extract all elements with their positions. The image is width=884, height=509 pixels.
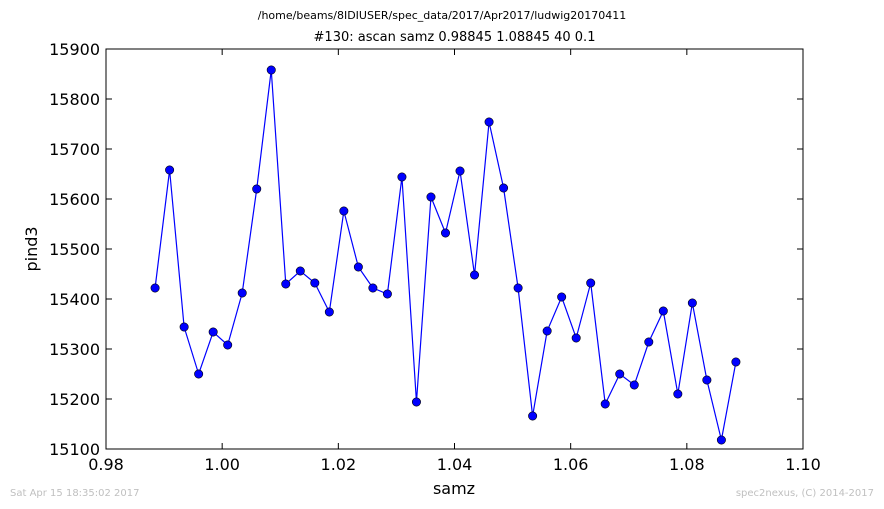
data-point [716,435,726,445]
x-axis-ticks: 0.98 1.00 1.02 1.04 1.06 1.08 1.10 [88,49,821,474]
credit-text: spec2nexus, (C) 2014-2017 [735,488,874,499]
data-point [339,206,349,216]
x-tick-label: 0.98 [88,455,124,474]
data-point [513,283,523,293]
data-point [586,278,596,288]
y-tick-label: 15400 [49,290,100,309]
data-point [528,411,538,421]
data-points [150,65,741,445]
y-tick-label: 15700 [49,140,100,159]
chart-title: #130: ascan samz 0.98845 1.08845 40 0.1 [313,30,596,45]
data-point [731,357,741,367]
y-tick-label: 15500 [49,240,100,259]
data-point [223,340,233,350]
data-point [179,322,189,332]
timestamp: Sat Apr 15 18:35:02 2017 [10,488,140,499]
data-point [194,369,204,379]
data-point [252,184,262,194]
data-point [266,65,276,75]
file-path-title: /home/beams/8IDIUSER/spec_data/2017/Apr2… [257,9,627,22]
y-tick-label: 15600 [49,190,100,209]
data-point [324,307,334,317]
x-tick-label: 1.08 [669,455,705,474]
plot-frame [105,48,804,450]
y-tick-label: 15100 [49,440,100,459]
y-tick-label: 15800 [49,90,100,109]
data-point [542,326,552,336]
y-axis-label: pind3 [22,226,41,271]
data-point [644,337,654,347]
data-point [208,327,218,337]
data-point [499,183,509,193]
data-point [368,283,378,293]
x-tick-label: 1.00 [204,455,240,474]
y-tick-label: 15300 [49,340,100,359]
data-point [295,266,305,276]
x-tick-label: 1.02 [321,455,357,474]
data-point [600,399,610,409]
data-point [687,298,697,308]
data-point [557,292,567,302]
y-tick-label: 15200 [49,390,100,409]
x-tick-label: 1.10 [785,455,821,474]
data-point [281,279,291,289]
data-point [455,166,465,176]
data-point [615,369,625,379]
data-point [673,389,683,399]
data-point [353,262,363,272]
data-point [411,397,421,407]
data-point [440,228,450,238]
x-axis-label: samz [433,479,475,498]
data-point [237,288,247,298]
data-point [426,192,436,202]
x-tick-label: 1.04 [437,455,473,474]
data-point [571,333,581,343]
data-point [165,165,175,175]
data-point [484,117,494,127]
x-tick-label: 1.06 [553,455,589,474]
data-point [629,380,639,390]
series-line [154,69,737,441]
data-point [702,375,712,385]
data-point [397,172,407,182]
y-axis-ticks: 15100 15200 15300 15400 15500 15600 15700 15800… [49,40,803,459]
data-point [310,278,320,288]
data-point [470,270,480,280]
data-point [382,289,392,299]
data-point [658,306,668,316]
y-tick-label: 15900 [49,40,100,59]
data-point [150,283,160,293]
